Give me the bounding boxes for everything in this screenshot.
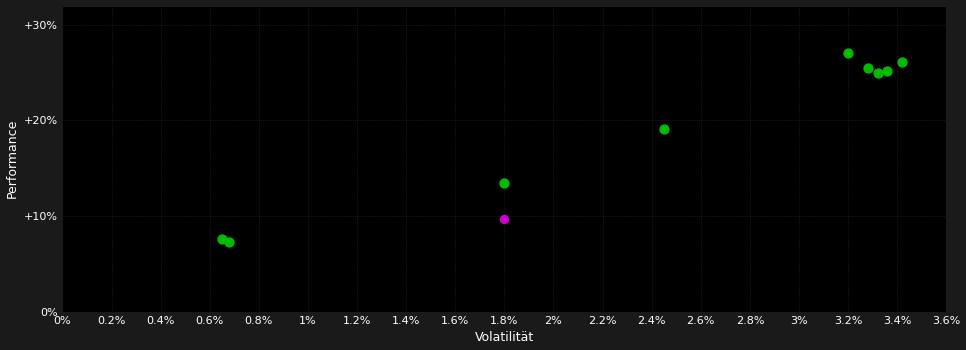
Point [895, 59, 910, 65]
Point [880, 68, 895, 74]
Point [214, 236, 230, 242]
Point [221, 239, 237, 245]
Y-axis label: Performance: Performance [6, 119, 18, 198]
Point [869, 70, 885, 75]
Point [840, 51, 856, 56]
Point [497, 216, 512, 222]
Point [860, 65, 875, 71]
Point [497, 180, 512, 186]
X-axis label: Volatilität: Volatilität [474, 331, 534, 344]
Point [656, 126, 671, 132]
